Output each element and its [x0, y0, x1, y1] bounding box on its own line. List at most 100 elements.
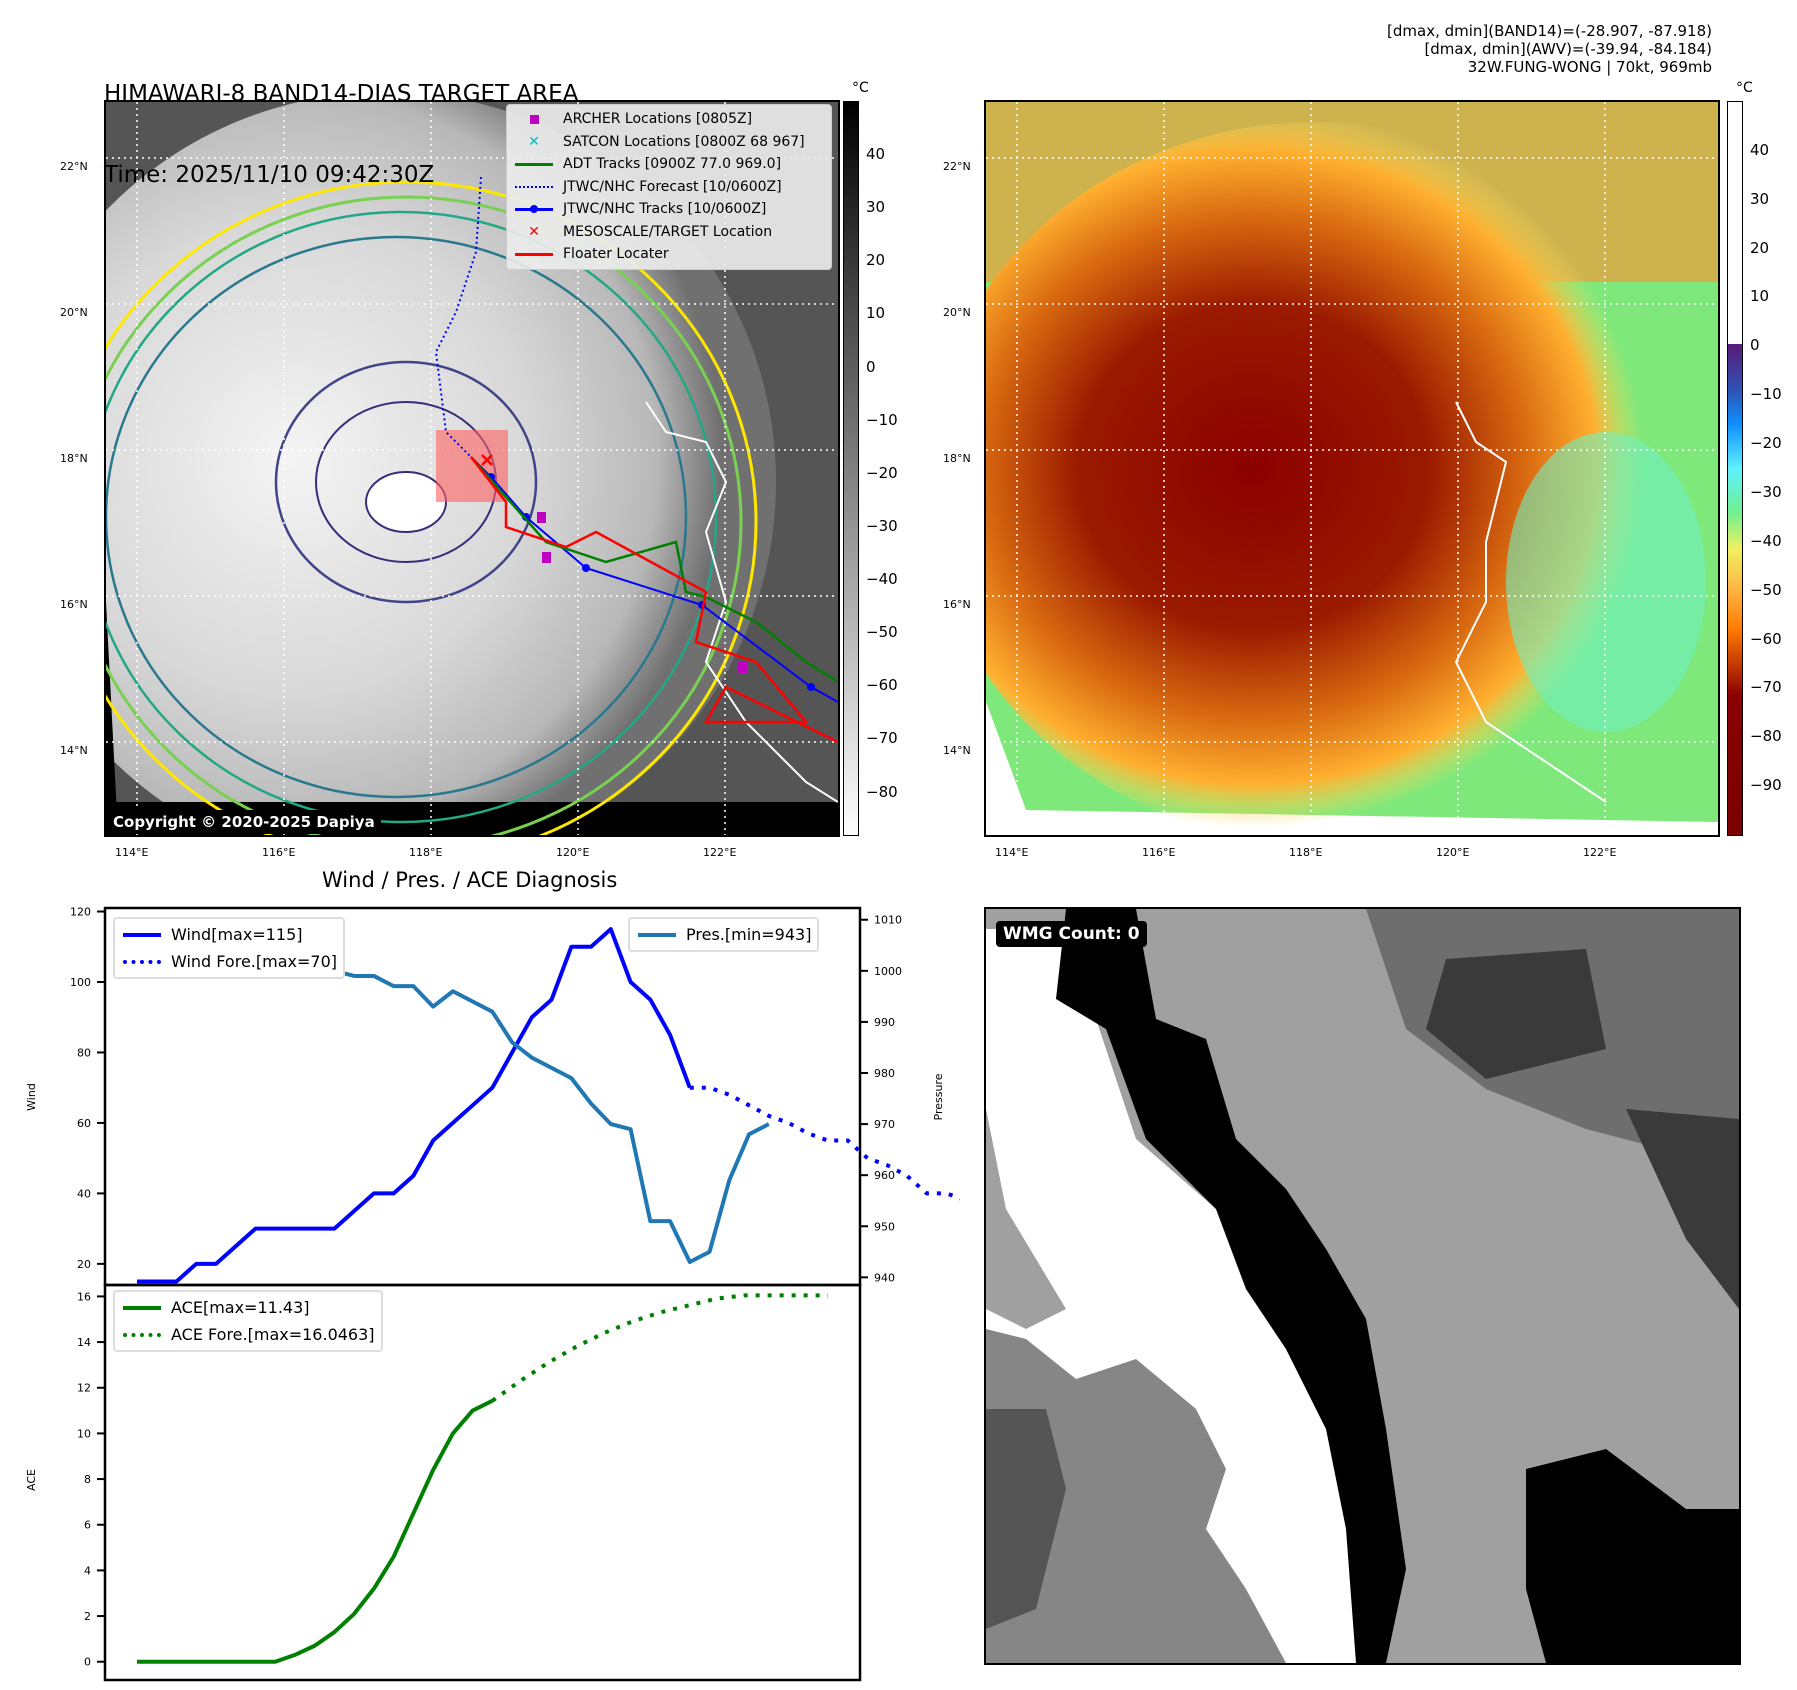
legend-ace-forecast: ACE Fore.[max=16.0463]	[121, 1321, 375, 1348]
x-marker-icon: ✕	[528, 223, 540, 240]
colorbar-tick-label: −30	[866, 516, 898, 535]
colorbar-tick-label: 20	[1750, 238, 1770, 257]
colorbar-tick-label: −20	[866, 463, 898, 482]
square-marker-icon	[513, 112, 555, 126]
lat-label: 16°N	[60, 598, 88, 611]
y-right-tick-label: 940	[874, 1271, 895, 1284]
no-data-region	[106, 102, 118, 835]
series-line-ace	[137, 1398, 494, 1664]
colorbar-tick-label: 10	[866, 304, 886, 323]
lat-label: 14°N	[60, 744, 88, 757]
y-right-tick-label: 1010	[874, 914, 902, 927]
colorbar-tick-label: −60	[866, 676, 898, 695]
lon-label: 120°E	[1436, 846, 1470, 859]
contour-yellow	[106, 180, 758, 835]
title-line-2: Time: 2025/11/10 09:42:30Z	[104, 162, 435, 188]
solid-line-icon	[121, 928, 163, 942]
coastline	[1454, 401, 1607, 803]
plot-frame	[103, 1283, 862, 1682]
title-line-1: HIMAWARI-8 BAND14-DIAS TARGET AREA	[104, 81, 579, 107]
y-tick-label: 100	[70, 976, 91, 989]
archer-locations	[537, 512, 747, 673]
lon-label: 116°E	[1142, 846, 1176, 859]
y-right-tick-label: 980	[874, 1067, 895, 1080]
dotted-line-icon	[121, 955, 163, 969]
colorbar-tick-label: −70	[1750, 678, 1782, 697]
series-line-wind-fore-	[689, 1085, 960, 1201]
stats-block: [dmax, dmin](BAND14)=(-28.907, -87.918) …	[1387, 22, 1712, 76]
dotted-line-icon	[513, 180, 555, 194]
legend-archer: ARCHER Locations [0805Z]	[513, 108, 825, 131]
colorbar-tick-label: −40	[1750, 531, 1782, 550]
floater-locater	[470, 456, 838, 744]
legend-ace: ACE[max=11.43]	[121, 1294, 375, 1321]
lon-label: 114°E	[995, 846, 1029, 859]
copyright-badge: Copyright © 2020-2025 Dapiya	[107, 810, 381, 834]
y-right-tick-label: 990	[874, 1016, 895, 1029]
ir-map-image	[106, 102, 838, 835]
grayscale-colorbar	[843, 101, 859, 836]
ir-map-panel: ARCHER Locations [0805Z] ✕ SATCON Locati…	[104, 100, 840, 837]
colorbar-tick-label: 40	[1750, 140, 1770, 159]
contour-green	[106, 210, 718, 824]
solid-line-icon	[636, 928, 678, 942]
stats-awv: [dmax, dmin](AWV)=(-39.94, -84.184)	[1424, 40, 1712, 58]
series-line-ace-fore-	[491, 1293, 828, 1403]
coastline	[645, 401, 838, 803]
y-right-tick-label: 950	[874, 1220, 895, 1233]
legend-jtwc-tracks: JTWC/NHC Tracks [10/0600Z]	[513, 198, 825, 221]
y-tick-label: 16	[77, 1290, 91, 1303]
lat-label: 20°N	[60, 306, 88, 319]
awv-map-panel	[984, 100, 1720, 837]
lat-label: 16°N	[943, 598, 971, 611]
legend-satcon: ✕ SATCON Locations [0800Z 68 967]	[513, 131, 825, 154]
lat-label: 18°N	[60, 452, 88, 465]
line-dot-icon	[513, 202, 555, 216]
colorbar-tick-label: −80	[866, 782, 898, 801]
colorbar-tick-label: −70	[866, 729, 898, 748]
y-tick-label: 80	[77, 1046, 91, 1059]
y-right-tick-label: 1000	[874, 965, 902, 978]
y-tick-label: 14	[77, 1336, 91, 1349]
lat-label: 20°N	[943, 306, 971, 319]
colorbar-tick-label: 0	[866, 357, 876, 376]
y-tick-label: 0	[84, 1656, 91, 1669]
lon-label: 118°E	[409, 846, 443, 859]
colorbar-tick-label: −30	[1750, 482, 1782, 501]
y-right-tick-label: 960	[874, 1169, 895, 1182]
wmg-image	[986, 909, 1739, 1663]
legend-wind: Wind[max=115]	[121, 921, 337, 948]
solid-line-icon	[121, 1301, 163, 1315]
legend-jtwc-forecast: JTWC/NHC Forecast [10/0600Z]	[513, 176, 825, 199]
colorbar-unit: °C	[852, 80, 869, 96]
colorbar-tick-label: 0	[1750, 336, 1760, 355]
colorbar-tick-label: 30	[1750, 189, 1770, 208]
y-tick-label: 60	[77, 1117, 91, 1130]
legend-mesoscale: ✕ MESOSCALE/TARGET Location	[513, 221, 825, 244]
lon-label: 116°E	[262, 846, 296, 859]
dotted-line-icon	[121, 1328, 163, 1342]
colorbar-tick-label: −60	[1750, 629, 1782, 648]
lon-label: 122°E	[1583, 846, 1617, 859]
colorbar-tick-label: 40	[866, 145, 886, 164]
wmg-count-badge: WMG Count: 0	[996, 921, 1147, 947]
contour-lightgreen	[106, 195, 743, 835]
x-marker-icon: ✕	[528, 133, 540, 150]
lon-label: 114°E	[115, 846, 149, 859]
wind-legend: Wind[max=115] Wind Fore.[max=70]	[113, 917, 345, 979]
storm-info: 32W.FUNG-WONG | 70kt, 969mb	[1467, 58, 1712, 76]
gridlines	[986, 102, 1718, 835]
map-legend: ARCHER Locations [0805Z] ✕ SATCON Locati…	[506, 104, 832, 270]
y-tick-label: 40	[77, 1187, 91, 1200]
y-tick-label: 12	[77, 1382, 91, 1395]
series-line-wind	[137, 927, 692, 1284]
adt-track	[470, 456, 838, 684]
y-tick-label: 120	[70, 906, 91, 919]
y-tick-label: 4	[84, 1564, 91, 1577]
y-axis-label: ACE	[25, 1469, 38, 1491]
region-black	[1056, 909, 1406, 1663]
lat-label: 14°N	[943, 744, 971, 757]
y-right-axis-label: Pressure	[932, 1073, 945, 1120]
lat-label: 22°N	[943, 160, 971, 173]
y-axis-label: Wind	[25, 1083, 38, 1111]
